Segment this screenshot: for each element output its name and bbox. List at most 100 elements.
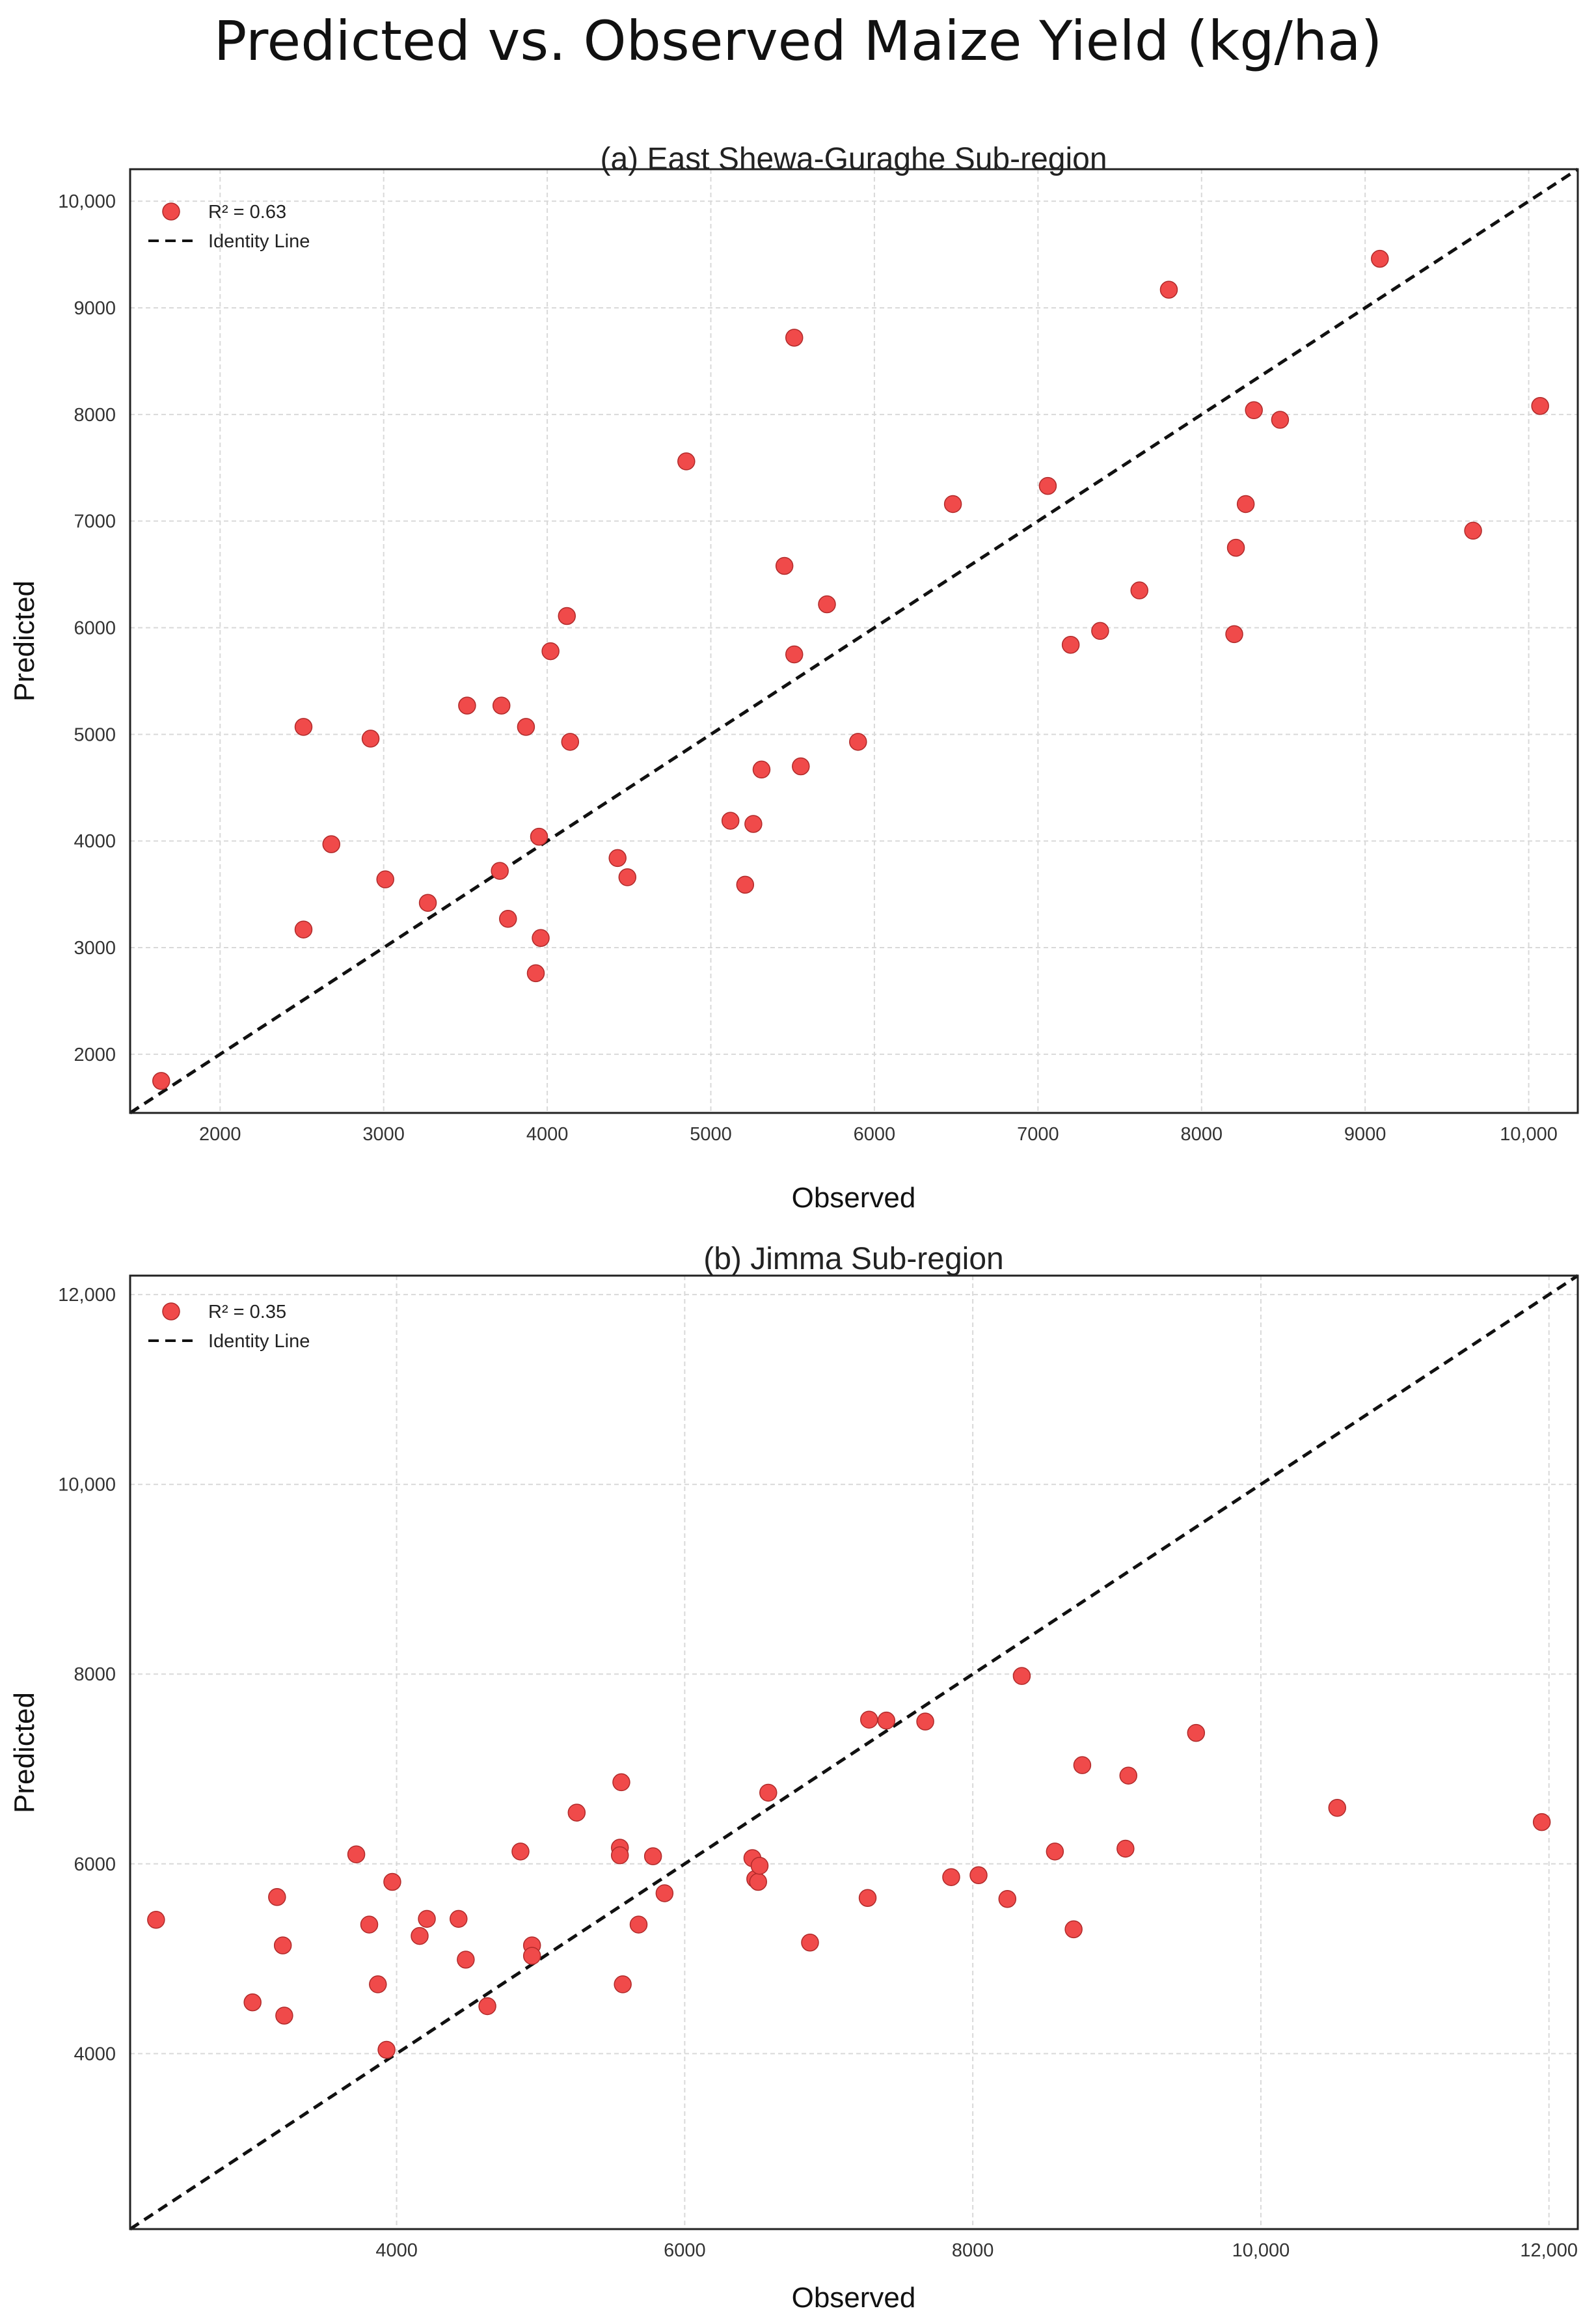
panel-a-point-43 [1464,521,1482,540]
panel-b-legend-label-points: R² = 0.35 [208,1302,286,1322]
panel-a-ytick-label-2: 4000 [74,831,116,852]
panel-a-point-25 [775,556,794,575]
panel-b-point-30 [759,1783,778,1802]
panel-a-x-axis-label: Observed [792,1182,916,1214]
panel-a-identity-line [129,167,1579,1115]
panel-b-xtick-label-4: 12,000 [1520,2240,1578,2261]
panel-b-ytick-label-2: 8000 [74,1664,116,1685]
panel-b-grid [130,1276,1578,2229]
panel-b-point-13 [457,1951,475,1969]
panel-a-point-4 [361,730,380,748]
panel-b-point-40 [1046,1842,1064,1861]
panel-a-ytick-label-1: 3000 [74,938,116,959]
panel-b-point-39 [1012,1667,1031,1685]
panel-a-xtick-label-1: 3000 [362,1124,405,1145]
panel-b-point-45 [1187,1723,1206,1742]
panel-b-title: (b) Jimma Sub-region [703,1242,1003,1276]
panel-a-point-10 [499,910,517,928]
panel-b-xtick-label-0: 4000 [375,2240,418,2261]
panel-b-y-axis-label: Predicted [8,1692,40,1813]
panel-b-point-42 [1073,1756,1092,1774]
panel-b-xtick-label-1: 6000 [664,2240,706,2261]
panel-b-xtick-label-2: 8000 [952,2240,994,2261]
panel-b-point-10 [411,1926,429,1945]
panel-a-point-41 [1271,411,1290,429]
panel-b-point-2 [268,1888,286,1906]
panel-a-point-31 [943,495,962,514]
panel-b-point-32 [858,1889,877,1908]
panel-a-point-0 [152,1072,170,1090]
panel-a-legend: R² = 0.63 Identity Line [148,202,310,252]
panel-a-point-12 [530,827,548,846]
chart-panel-a: (a) East Shewa-Guraghe Sub-region 2000 30… [8,142,1579,1214]
panel-b-point-25 [655,1884,674,1902]
panel-a-ytick-label-0: 2000 [74,1045,116,1065]
panel-a-point-23 [744,815,763,833]
panel-b-point-9 [383,1872,401,1891]
panel-b-points [147,1667,1551,2059]
panel-a-point-5 [376,870,394,888]
panel-b-point-21 [612,1773,630,1792]
panel-a-point-22 [736,875,755,894]
panel-b-yticks: 4000 6000 8000 10,000 12,000 [58,1285,116,2064]
panel-a-xtick-label-4: 6000 [854,1124,896,1145]
panel-b-point-6 [360,1915,379,1934]
panel-a-point-6 [418,894,437,912]
panel-a-axes-frame [129,168,1579,1114]
panel-b-point-37 [969,1866,988,1885]
panel-b-point-44 [1119,1766,1138,1785]
panel-a-points [152,249,1549,1090]
panel-b-legend-marker [162,1302,180,1321]
panel-b-point-24 [643,1847,662,1865]
panel-b-point-0 [147,1911,165,1929]
panel-a-point-19 [618,868,637,886]
panel-b-identity-line [129,1274,1579,2231]
panel-a-point-29 [818,595,836,614]
panel-a-point-18 [608,849,627,868]
panel-a-xtick-label-0: 2000 [199,1124,241,1145]
panel-a-point-34 [1091,622,1109,640]
panel-a-legend-marker [162,202,180,221]
panel-a-legend-label-identity: Identity Line [208,231,310,252]
panel-b-point-20 [610,1846,629,1865]
chart-panel-b: (b) Jimma Sub-region 4000 6000 8000 10,000 1… [8,1242,1579,2314]
panel-b-point-7 [369,1975,387,1993]
panel-b-ytick-label-4: 12,000 [58,1285,116,1306]
panel-a-point-1 [294,718,313,736]
panel-a-yticks: 2000 3000 4000 5000 6000 7000 8000 9000 10,000 [58,191,116,1065]
panel-a-ytick-label-6: 8000 [74,405,116,426]
panel-a-point-26 [785,329,804,347]
panel-a-grid [130,169,1578,1113]
panel-a-point-35 [1130,581,1148,599]
panel-a-point-24 [752,760,771,779]
panel-b-point-36 [942,1868,960,1886]
panel-a-legend-label-points: R² = 0.63 [208,202,286,223]
panel-a-point-32 [1038,476,1057,495]
panel-b-legend: R² = 0.35 Identity Line [148,1302,310,1352]
panel-a-ytick-label-3: 5000 [74,724,116,745]
panel-a-ytick-label-4: 6000 [74,618,116,639]
panel-a-xtick-label-3: 5000 [690,1124,732,1145]
panel-b-point-18 [567,1803,586,1822]
panel-b-point-41 [1064,1920,1083,1939]
panel-b-identity-layer [129,1274,1579,2231]
panel-a-point-3 [322,835,340,853]
panel-b-point-47 [1532,1813,1551,1831]
panel-a-ytick-label-8: 10,000 [58,191,116,212]
panel-a-xticks: 2000 3000 4000 5000 6000 7000 8000 9000 10,000 [199,1124,1558,1145]
panel-b-ytick-label-0: 4000 [74,2044,116,2064]
panel-b-legend-label-identity: Identity Line [208,1331,310,1352]
panel-b-point-22 [614,1975,632,1993]
panel-a-xtick-label-5: 7000 [1017,1124,1059,1145]
panel-b-point-28 [749,1872,768,1891]
panel-b-ytick-label-3: 10,000 [58,1475,116,1496]
panel-b-point-38 [998,1889,1017,1908]
panel-a-point-11 [517,718,535,736]
panel-a-point-2 [294,920,313,938]
panel-b-axes-frame [129,1274,1579,2230]
panel-b-point-14 [478,1997,496,2016]
panel-b-point-33 [859,1710,878,1729]
panel-b-point-34 [877,1711,896,1730]
panel-a-point-42 [1371,249,1389,268]
panel-a-xtick-label-8: 10,000 [1500,1124,1558,1145]
